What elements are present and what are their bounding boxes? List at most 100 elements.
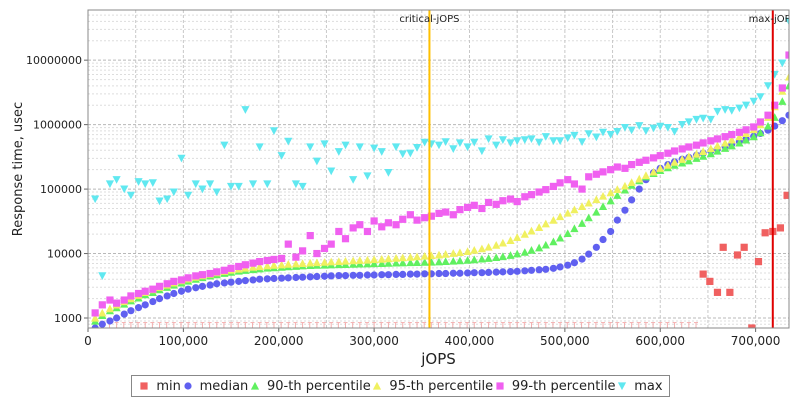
data-point-median — [785, 111, 789, 119]
legend-swatch — [496, 382, 504, 390]
data-point-99-th-percentile — [492, 200, 500, 208]
data-point-median — [542, 265, 550, 273]
data-point-95-th-percentile — [520, 230, 529, 238]
data-point-max — [535, 138, 544, 147]
data-point-99-th-percentile — [742, 126, 750, 134]
data-point-max — [241, 106, 250, 114]
data-point-95-th-percentile — [284, 260, 293, 268]
data-point-median — [635, 185, 643, 193]
data-point-90-th-percentile — [613, 191, 622, 199]
data-point-95-th-percentile — [320, 258, 329, 266]
x-tick-label: 200,000 — [254, 334, 304, 348]
data-point-95-th-percentile — [420, 251, 429, 260]
data-point-95-th-percentile — [727, 135, 736, 144]
data-point-99-th-percentile — [127, 292, 135, 300]
data-point-max — [663, 123, 672, 132]
data-point-99-th-percentile — [478, 204, 486, 213]
data-point-90-th-percentile — [720, 144, 730, 152]
data-point-95-th-percentile — [649, 167, 658, 176]
data-point-99-th-percentile — [635, 158, 643, 166]
data-point-95-th-percentile — [556, 212, 565, 221]
data-point-99-th-percentile — [778, 84, 786, 92]
data-point-max — [520, 136, 529, 144]
data-point-99-th-percentile — [327, 240, 335, 248]
data-point-median — [421, 270, 429, 278]
data-point-99-th-percentile — [735, 128, 744, 136]
data-point-median — [327, 272, 335, 280]
data-point-median — [141, 301, 149, 309]
data-point-99-th-percentile — [750, 123, 758, 131]
data-point-max — [741, 101, 751, 110]
data-point-95-th-percentile — [670, 158, 679, 166]
data-point-median — [298, 273, 307, 281]
data-point-90-th-percentile — [763, 121, 773, 130]
data-point-95-th-percentile — [470, 246, 479, 254]
data-point-95-th-percentile — [449, 249, 458, 257]
data-point-99-th-percentile — [241, 261, 249, 269]
data-point-median — [335, 271, 343, 280]
data-point-95-th-percentile — [684, 152, 693, 161]
data-point-90-th-percentile — [384, 259, 393, 267]
data-point-99-th-percentile — [456, 206, 464, 214]
data-point-99-th-percentile — [692, 141, 701, 149]
data-point-99-th-percentile — [506, 195, 515, 203]
data-point-90-th-percentile — [606, 196, 615, 205]
data-point-95-th-percentile — [549, 216, 558, 224]
data-point-90-th-percentile — [463, 256, 472, 264]
data-point-95-th-percentile — [692, 149, 701, 158]
data-point-max — [477, 147, 486, 156]
data-point-median — [413, 270, 421, 278]
data-point-max — [506, 139, 515, 148]
data-point-95-th-percentile — [406, 253, 415, 261]
data-point-max — [513, 137, 522, 145]
y-tick-label: 100000 — [40, 183, 82, 196]
data-point-90-th-percentile — [713, 146, 722, 155]
data-point-99-th-percentile — [313, 249, 321, 258]
data-point-95-th-percentile — [535, 223, 544, 231]
data-point-99-th-percentile — [542, 186, 550, 194]
data-point-max — [169, 188, 178, 197]
data-point-99-th-percentile — [463, 203, 472, 211]
data-point-99-th-percentile — [521, 193, 529, 201]
data-point-99-th-percentile — [570, 180, 579, 188]
data-point-99-th-percentile — [120, 296, 128, 304]
data-point-max — [255, 143, 264, 152]
data-point-max — [656, 122, 665, 131]
data-point-min — [761, 229, 769, 237]
data-point-95-th-percentile — [327, 257, 336, 266]
data-point-median — [463, 269, 472, 277]
legend-marker — [496, 382, 504, 390]
data-point-max — [592, 133, 601, 142]
data-point-max — [649, 124, 658, 133]
data-point-max — [205, 180, 215, 189]
data-point-max — [699, 114, 708, 123]
data-point-median — [341, 271, 350, 280]
data-point-max — [441, 138, 450, 146]
data-point-90-th-percentile — [584, 213, 593, 222]
data-point-median — [170, 289, 178, 298]
x-tick-label: 300,000 — [349, 334, 399, 348]
legend: min median 90-th percentile 95-th percentil… — [131, 375, 670, 397]
data-point-99-th-percentile — [621, 164, 629, 172]
data-point-median — [198, 282, 207, 290]
data-point-max — [563, 134, 572, 143]
data-point-99-th-percentile — [664, 149, 672, 157]
data-point-max — [384, 169, 393, 177]
data-point-99-th-percentile — [649, 154, 658, 162]
data-point-99-th-percentile — [592, 170, 600, 178]
data-point-95-th-percentile — [91, 313, 100, 322]
data-point-max — [284, 137, 293, 146]
data-point-95-th-percentile — [334, 257, 343, 266]
data-point-99-th-percentile — [292, 253, 300, 261]
data-point-median — [163, 292, 171, 300]
data-point-99-th-percentile — [707, 137, 715, 145]
data-point-max — [778, 59, 787, 68]
data-point-95-th-percentile — [105, 304, 115, 313]
data-point-99-th-percentile — [134, 289, 143, 298]
data-point-99-th-percentile — [656, 152, 664, 160]
data-point-max — [126, 191, 136, 200]
data-point-max — [341, 141, 350, 150]
data-point-90-th-percentile — [778, 97, 787, 105]
data-point-median — [599, 235, 607, 244]
